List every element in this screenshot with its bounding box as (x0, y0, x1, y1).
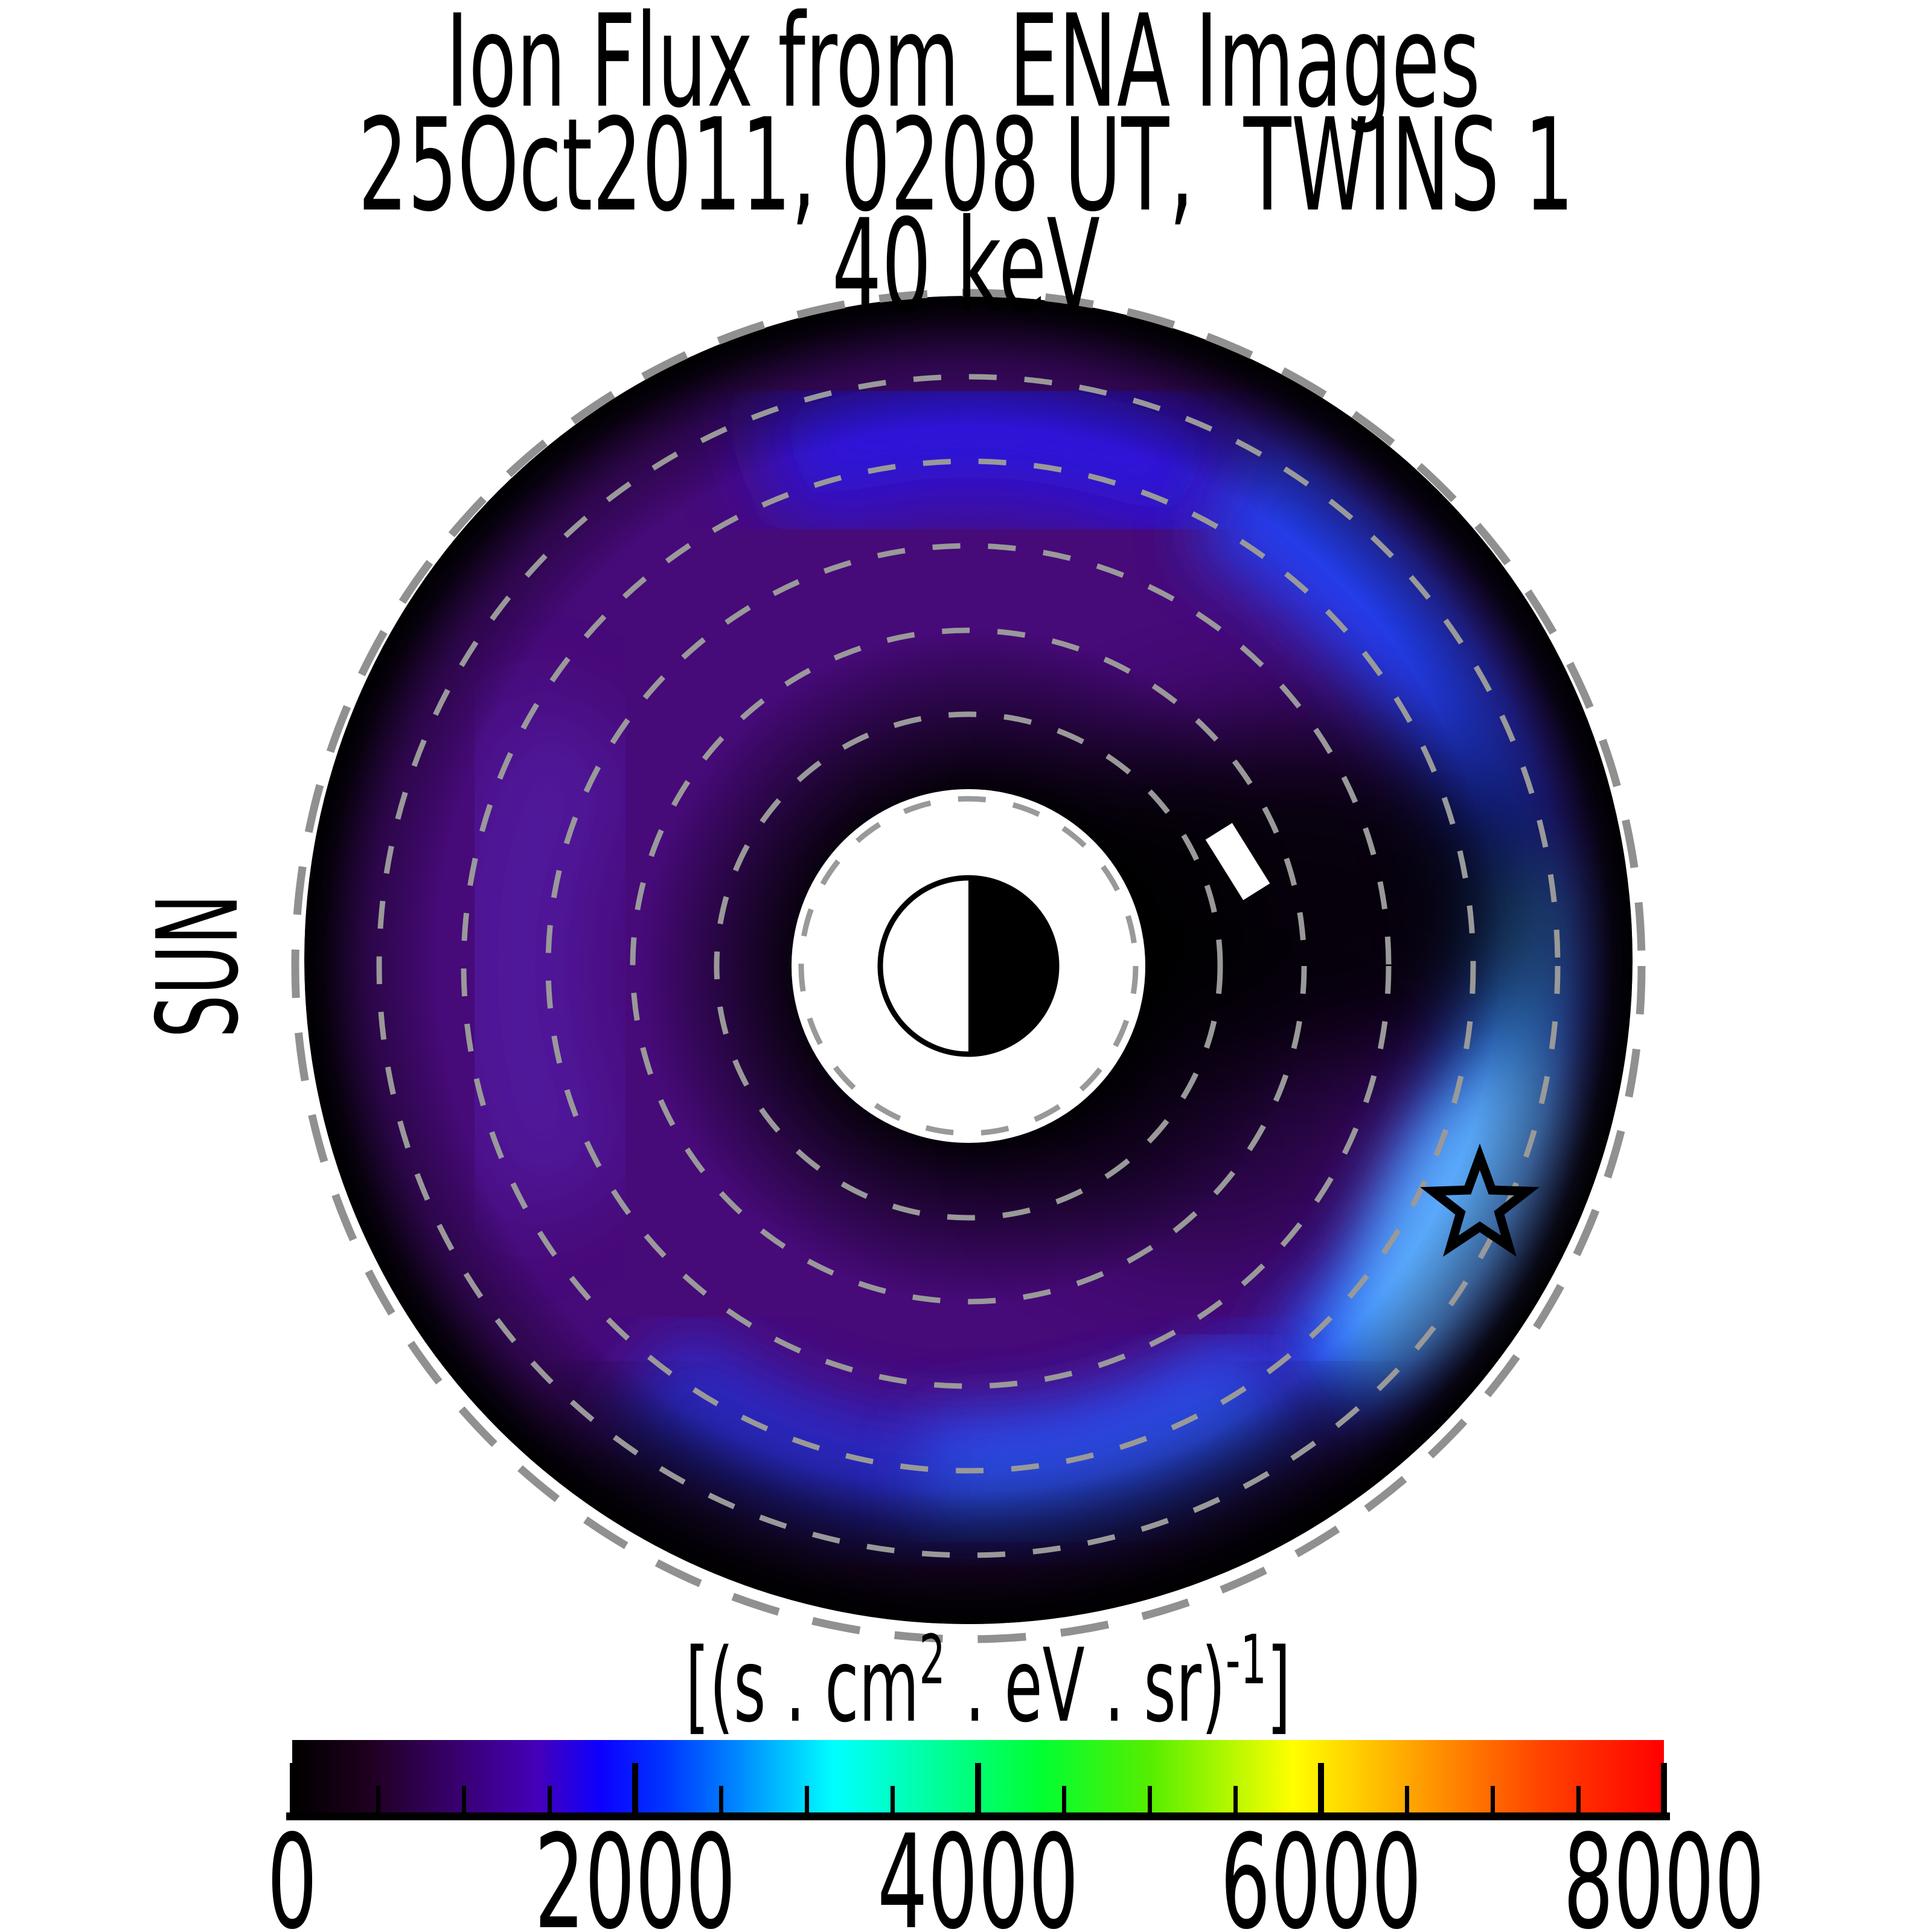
colorbar-tick-minor (376, 1786, 380, 1812)
sun-direction-label: SUN (134, 894, 264, 1038)
title-line-2: 25Oct2011, 0208 UT, TWINS 1 (358, 91, 1574, 240)
colorbar-tick-minor (891, 1786, 895, 1812)
unit-part-3: ] (1267, 1627, 1291, 1745)
colorbar-tick-minor (1233, 1786, 1238, 1812)
colorbar-tick-minor (805, 1786, 809, 1812)
outer-boundary-ring-8re (291, 289, 1646, 1643)
colorbar-tick-label-6000: 6000 (1220, 1807, 1422, 1932)
colorbar-axis-line (286, 1812, 1670, 1820)
colorbar-tick-minor (1062, 1786, 1066, 1812)
l-shell-ring-3re (714, 711, 1223, 1221)
unit-part-1: [(s . cm (685, 1627, 919, 1745)
colorbar-ticks (290, 1763, 1667, 1812)
title-line-1: Ion Flux from ENA Images (446, 0, 1480, 136)
colorbar-tick-major (290, 1763, 296, 1812)
l-shell-rings (376, 374, 1561, 1558)
l-shell-ring-4re (630, 627, 1307, 1305)
l-shell-ring-7re (376, 374, 1561, 1558)
earth-nightside-half (968, 878, 1057, 1054)
colorbar-tick-minor (1491, 1786, 1495, 1812)
colorbar-tick-major (975, 1763, 981, 1812)
earth-symbol (877, 875, 1060, 1057)
colorbar-tick-labels: 0 2000 4000 6000 8000 (267, 1807, 1765, 1932)
unit-part-2: . eV . sr) (945, 1627, 1226, 1745)
colorbar-tick-major (1318, 1763, 1324, 1812)
colorbar-tick-major (1661, 1763, 1667, 1812)
l-shell-ring-2re (798, 796, 1139, 1136)
colorbar: [(s . cm2 . eV . sr)-1] 0 2000 (267, 1620, 1765, 1932)
colorbar-unit-label: [(s . cm2 . eV . sr)-1] (548, 1620, 1389, 1745)
data-gap-patch (1205, 823, 1270, 900)
colorbar-tick-label-2000: 2000 (534, 1807, 736, 1932)
l-shell-ring-5re (545, 543, 1392, 1389)
colorbar-tick-minor (1148, 1786, 1152, 1812)
colorbar-tick-minor (1576, 1786, 1581, 1812)
colorbar-tick-label-0: 0 (267, 1807, 317, 1932)
flux-map (304, 296, 1633, 1624)
l-shell-ring-6re (461, 458, 1476, 1474)
colorbar-tick-minor (1405, 1786, 1409, 1812)
colorbar-tick-label-4000: 4000 (877, 1807, 1079, 1932)
colorbar-tick-major (632, 1763, 638, 1812)
colorbar-tick-minor (719, 1786, 723, 1812)
colorbar-tick-label-8000: 8000 (1563, 1807, 1765, 1932)
title-line-3: 40 keV (832, 192, 1100, 341)
colorbar-tick-minor (462, 1786, 466, 1812)
title-block: Ion Flux from ENA Images 25Oct2011, 0208… (358, 0, 1574, 341)
unit-superscript-2: 2 (919, 1620, 945, 1699)
unit-superscript-minus1: -1 (1226, 1620, 1267, 1699)
colorbar-tick-minor (548, 1786, 552, 1812)
spacecraft-star-marker (1420, 1144, 1540, 1257)
